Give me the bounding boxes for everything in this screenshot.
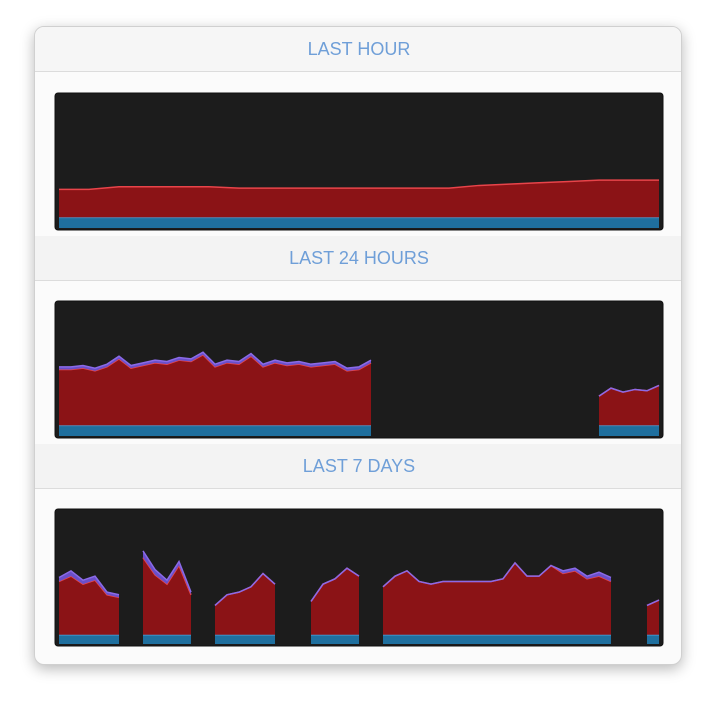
section-header (35, 236, 681, 280)
area-fill (59, 425, 659, 436)
window: LAST HOUR LAST 24 HOURS LAST 7 DAYS (34, 26, 682, 665)
area-line (59, 351, 660, 397)
area-fill (59, 634, 659, 644)
section-header (35, 27, 681, 71)
section-title: LAST HOUR (308, 39, 411, 59)
area-fill (59, 217, 659, 228)
section-title: LAST 7 DAYS (303, 456, 415, 476)
area-line (59, 179, 659, 191)
section-header (35, 444, 681, 488)
area-fill (59, 180, 659, 218)
area-line (58, 550, 660, 607)
charts: LAST HOUR LAST 24 HOURS LAST 7 DAYS (35, 27, 681, 647)
area-fill (59, 557, 659, 635)
area-fill (59, 354, 659, 426)
section-title: LAST 24 HOURS (289, 248, 429, 268)
